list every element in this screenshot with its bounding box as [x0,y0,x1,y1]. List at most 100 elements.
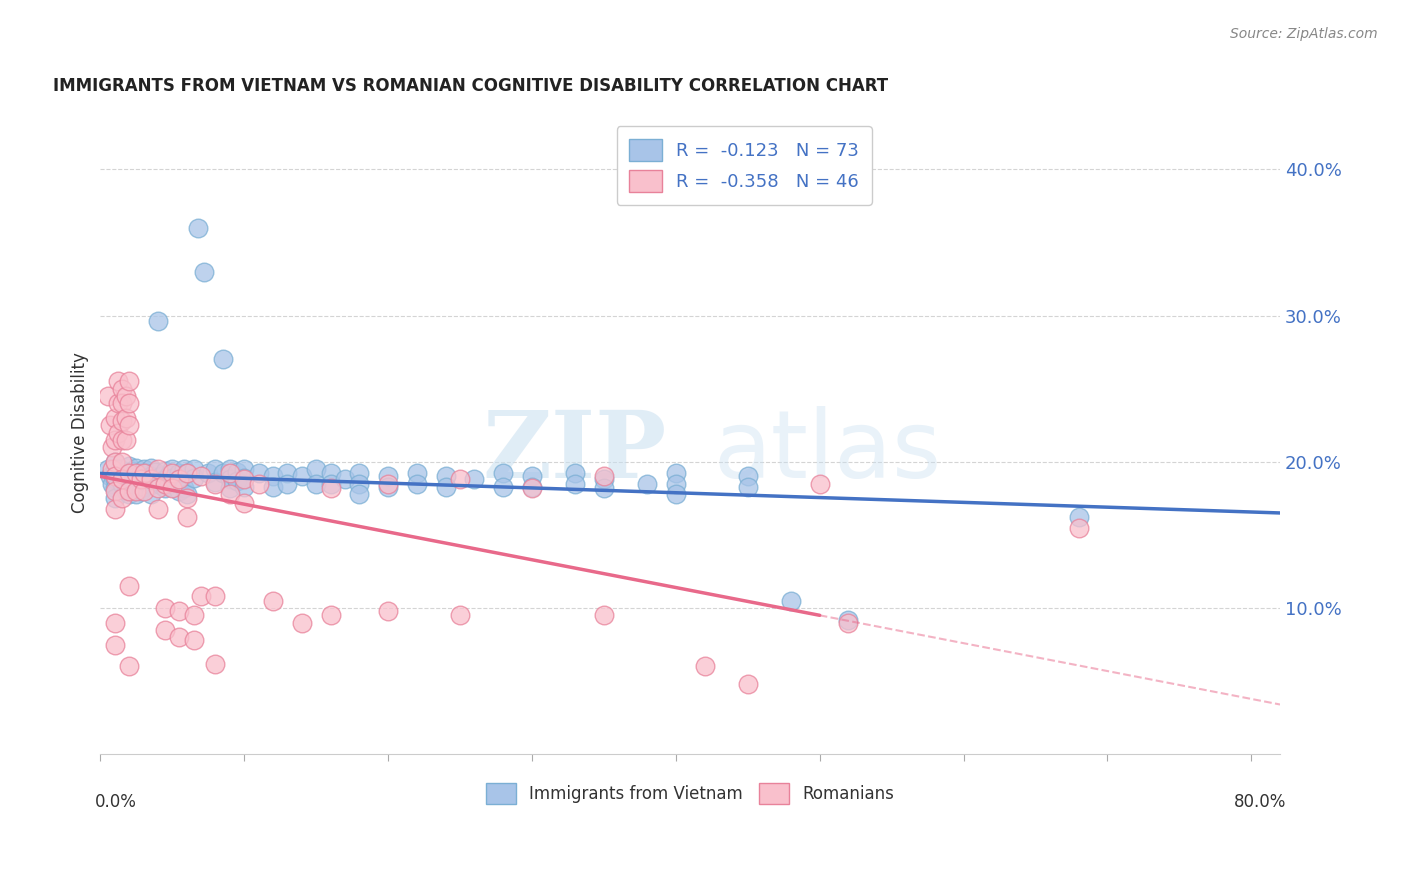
Point [211,467,233,481]
Point [204,475,226,490]
Text: 80.0%: 80.0% [1233,793,1286,811]
Point [115,474,138,488]
Point [129,472,152,486]
Point [115,411,138,425]
Point [463,472,485,486]
Point [143,474,166,488]
Point [405,467,427,481]
Point [276,476,298,491]
Point [139,460,162,475]
Point [149,469,172,483]
Point [193,265,215,279]
Point [101,440,124,454]
Point [132,467,155,481]
Point [162,462,184,476]
Point [1067,510,1090,524]
Point [118,487,141,501]
Point [101,476,124,491]
Point [197,467,219,481]
Point [157,476,180,491]
Point [262,469,284,483]
Point [118,396,141,410]
Point [139,487,162,501]
Point [291,615,314,630]
Point [837,613,859,627]
Point [233,462,256,476]
Point [693,659,716,673]
Point [118,483,141,498]
Point [115,483,138,498]
Point [837,615,859,630]
Text: ZIP: ZIP [482,407,666,497]
Point [153,481,176,495]
Point [665,487,688,501]
Point [153,464,176,478]
Point [319,481,342,495]
Point [111,396,134,410]
Text: atlas: atlas [714,406,942,498]
Point [132,483,155,498]
Point [176,467,198,481]
Point [176,510,198,524]
Point [121,464,143,478]
Point [125,460,148,475]
Point [187,220,209,235]
Point [434,469,457,483]
Point [349,487,371,501]
Y-axis label: Cognitive Disability: Cognitive Disability [72,352,89,513]
Point [520,480,543,494]
Legend: Immigrants from Vietnam, Romanians: Immigrants from Vietnam, Romanians [479,777,901,810]
Point [111,455,134,469]
Point [96,462,118,476]
Point [593,608,616,623]
Text: IMMIGRANTS FROM VIETNAM VS ROMANIAN COGNITIVE DISABILITY CORRELATION CHART: IMMIGRANTS FROM VIETNAM VS ROMANIAN COGN… [53,78,889,95]
Point [247,467,270,481]
Point [204,590,226,604]
Text: 0.0%: 0.0% [94,793,136,811]
Point [226,474,249,488]
Point [169,630,191,644]
Point [139,469,162,483]
Point [110,462,132,476]
Point [333,472,356,486]
Point [118,459,141,474]
Point [132,480,155,494]
Point [104,483,127,498]
Point [100,418,122,433]
Point [520,481,543,495]
Point [111,472,134,486]
Point [564,476,586,491]
Point [153,623,176,637]
Point [780,593,803,607]
Point [125,483,148,498]
Point [162,471,184,485]
Point [125,469,148,483]
Point [115,465,138,479]
Point [377,469,399,483]
Point [305,476,328,491]
Point [115,433,138,447]
Point [146,501,169,516]
Point [118,476,141,491]
Point [449,608,471,623]
Point [233,471,256,485]
Point [104,433,127,447]
Point [162,481,184,495]
Point [636,476,658,491]
Point [218,487,240,501]
Point [233,472,256,486]
Point [129,467,152,481]
Text: Source: ZipAtlas.com: Source: ZipAtlas.com [1230,27,1378,41]
Point [204,462,226,476]
Point [104,472,127,486]
Point [434,480,457,494]
Point [104,615,127,630]
Point [190,469,212,483]
Point [111,414,134,428]
Point [183,471,205,485]
Point [118,375,141,389]
Point [121,472,143,486]
Point [305,462,328,476]
Point [107,375,129,389]
Point [111,469,134,483]
